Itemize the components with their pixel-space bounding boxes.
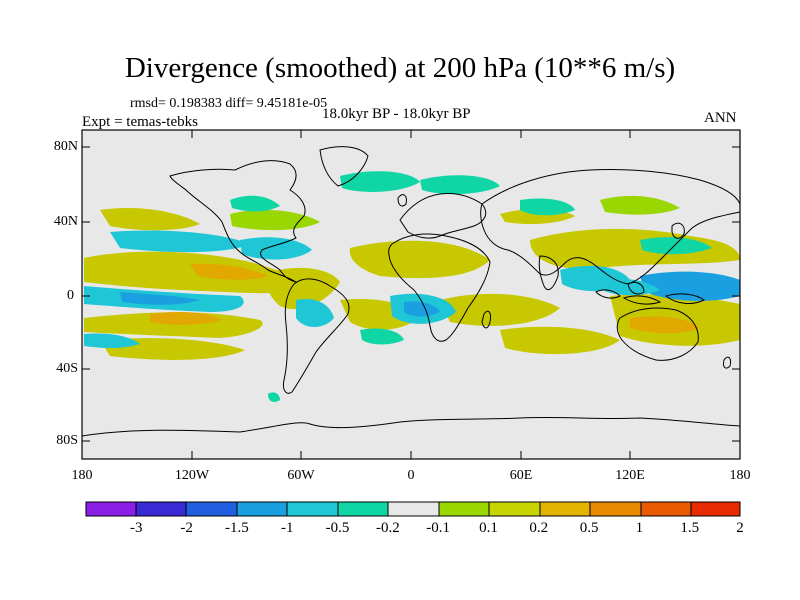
- colorbar-box-8: [488, 501, 541, 517]
- lon-tick-0: 0: [407, 468, 415, 483]
- colorbar-box-5: [337, 501, 389, 517]
- colorbar-label: -2: [180, 520, 193, 536]
- lat-tick-40s: 40S: [56, 361, 78, 376]
- contour-negative-south-pacific: [84, 333, 140, 348]
- colorbar: [85, 501, 741, 517]
- lat-tick-0: 0: [67, 288, 74, 303]
- coast-africa: [388, 233, 491, 342]
- lon-tick-180w: 180: [71, 468, 93, 483]
- contour-positive-pacific-south-core: [150, 312, 222, 325]
- lat-tick-40n: 40N: [53, 214, 78, 229]
- colorbar-box-4: [286, 501, 339, 517]
- contour-positive-atlantic-equator: [267, 267, 340, 310]
- lat-tick-80n: 80N: [53, 139, 78, 154]
- colorbar-label: -3: [130, 520, 143, 536]
- colorbar-label: 0.1: [479, 520, 498, 536]
- lat-tick-80s: 80S: [56, 433, 78, 448]
- colorbar-label: -0.1: [426, 520, 451, 536]
- contour-negative-south-atlantic: [360, 328, 404, 345]
- contour-negative-maritime: [640, 271, 740, 301]
- coast-indonesia-1: [595, 289, 621, 299]
- coast-new-zealand: [723, 356, 731, 369]
- stats-label: rmsd= 0.198383 diff= 9.45181e-05: [130, 96, 328, 111]
- coast-north-america: [169, 160, 306, 283]
- colorbar-box-3: [236, 501, 288, 517]
- contour-positive-indian: [440, 293, 560, 326]
- coast-asia: [480, 168, 740, 285]
- colorbar-box-0: [85, 501, 137, 517]
- figure-title: Divergence (smoothed) at 200 hPa (10**6 …: [124, 52, 676, 84]
- contour-fields: [84, 171, 740, 402]
- coast-india: [538, 255, 559, 291]
- colorbar-box-6: [387, 501, 440, 517]
- contour-positive-north-america: [230, 209, 320, 231]
- colorbar-label: 1.5: [680, 520, 700, 536]
- colorbar-label: -0.2: [375, 520, 400, 536]
- experiment-label: Expt = temas-tebks: [82, 114, 198, 130]
- colorbar-box-12: [690, 501, 741, 517]
- coast-europe: [399, 193, 487, 239]
- coastlines: [82, 146, 740, 437]
- colorbar-label: -1: [280, 520, 294, 536]
- colorbar-label: 1: [635, 520, 644, 536]
- lon-tick-120w: 120W: [174, 468, 210, 483]
- colorbar-box-10: [589, 501, 642, 517]
- axis-ticks: [82, 130, 740, 459]
- coast-madagascar: [481, 310, 491, 329]
- colorbar-label: 0.5: [579, 520, 599, 536]
- colorbar-label: 0.2: [529, 520, 549, 536]
- contour-negative-pacific-equator-core: [120, 292, 200, 305]
- colorbar-label: -1.5: [225, 520, 249, 536]
- contour-negative-cape: [268, 392, 280, 402]
- lon-tick-120e: 120E: [615, 468, 645, 483]
- coast-south-america: [283, 278, 350, 394]
- colorbar-box-7: [438, 501, 490, 517]
- contour-positive-north-pacific: [100, 207, 200, 231]
- coast-new-guinea: [664, 293, 705, 304]
- contour-negative-east-atlantic: [520, 198, 575, 216]
- contour-negative-east-asia: [640, 237, 712, 255]
- contour-positive-south-indian: [500, 326, 620, 355]
- contour-positive-west-pacific-core: [630, 316, 700, 334]
- lon-tick-60e: 60E: [509, 468, 533, 483]
- coast-australia: [616, 307, 699, 361]
- colorbar-label: -0.5: [325, 520, 350, 536]
- colorbar-label: 2: [736, 520, 744, 536]
- colorbar-box-1: [135, 501, 187, 517]
- contour-negative-north-america: [230, 195, 280, 212]
- coast-indonesia-2: [622, 295, 662, 305]
- contour-negative-north-pacific: [110, 230, 250, 253]
- lon-tick-60w: 60W: [287, 468, 315, 483]
- contour-negative-maritime-core: [600, 278, 660, 296]
- coast-greenland: [319, 146, 369, 187]
- contour-negative-atlantic-core: [404, 301, 440, 317]
- contour-negative-europe: [420, 175, 500, 195]
- colorbar-box-11: [640, 501, 692, 517]
- colorbar-box-9: [539, 501, 591, 517]
- period-label: 18.0kyr BP - 18.0kyr BP: [322, 106, 471, 122]
- colorbar-box-2: [185, 501, 238, 517]
- contour-positive-pacific-core: [190, 263, 268, 280]
- coast-borneo: [627, 281, 645, 295]
- coast-antarctica: [82, 416, 740, 437]
- contour-positive-asia-north: [600, 195, 680, 215]
- contour-negative-caribbean: [240, 237, 312, 260]
- season-label: ANN: [704, 110, 737, 126]
- contour-negative-south-america: [296, 298, 334, 327]
- lon-tick-180e: 180: [729, 468, 751, 483]
- coast-japan: [671, 222, 685, 239]
- contour-positive-africa: [349, 240, 490, 279]
- coast-uk: [397, 194, 407, 207]
- contour-negative-north-atlantic: [340, 171, 420, 192]
